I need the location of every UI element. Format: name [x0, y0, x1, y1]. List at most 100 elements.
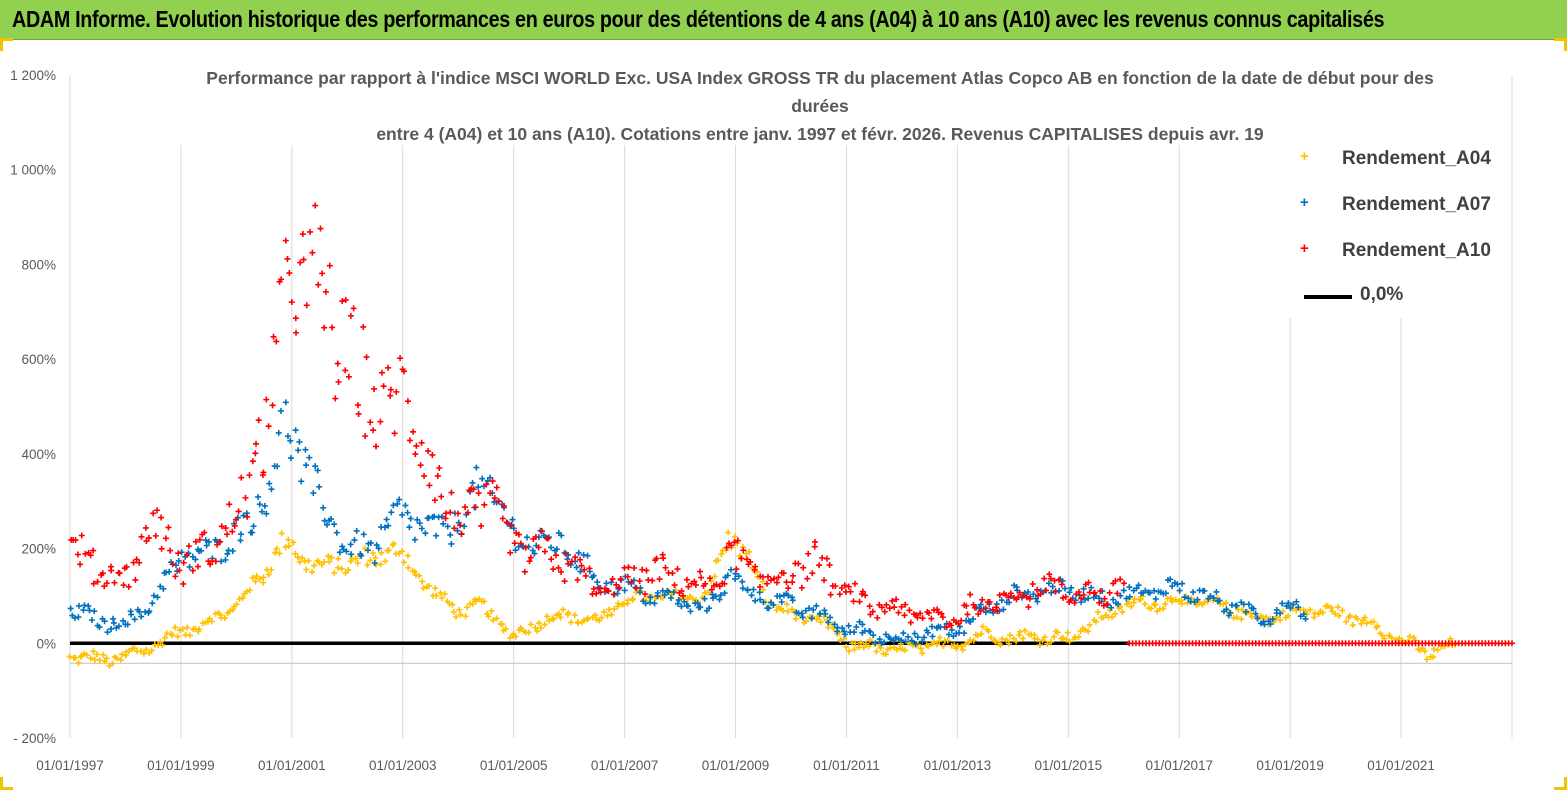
data-point-rendement-a04 — [1328, 604, 1335, 611]
data-point-rendement-a04 — [962, 641, 969, 648]
data-point-rendement-a04 — [867, 636, 874, 643]
data-point-rendement-a10 — [783, 579, 790, 586]
data-point-rendement-a04 — [109, 660, 116, 667]
data-point-rendement-a04 — [174, 633, 181, 640]
data-point-rendement-a07 — [255, 493, 262, 500]
data-point-rendement-a07 — [789, 597, 796, 604]
data-point-rendement-a10 — [702, 580, 709, 587]
data-point-rendement-a10 — [708, 586, 715, 593]
data-point-rendement-a07 — [512, 547, 519, 554]
data-point-rendement-a04 — [249, 574, 256, 581]
data-point-rendement-a04 — [746, 548, 753, 555]
data-point-rendement-a10 — [841, 582, 848, 589]
data-point-rendement-a10 — [413, 442, 420, 449]
data-point-rendement-a10 — [565, 560, 572, 567]
data-point-rendement-a10 — [367, 419, 374, 426]
data-point-rendement-a07 — [339, 543, 346, 550]
data-point-rendement-a04 — [715, 557, 722, 564]
data-point-rendement-a10 — [252, 450, 259, 457]
data-point-rendement-a04 — [83, 652, 90, 659]
data-point-rendement-a07 — [287, 455, 294, 462]
data-point-rendement-a04 — [978, 630, 985, 637]
data-point-rendement-a10 — [224, 531, 231, 538]
page-title: ADAM Informe. Evolution historique des p… — [12, 6, 1385, 32]
data-point-rendement-a04 — [157, 638, 164, 645]
data-point-rendement-a04 — [305, 557, 312, 564]
legend-label-a04: Rendement_A04 — [1342, 148, 1491, 169]
data-point-rendement-a10 — [242, 494, 249, 501]
data-point-rendement-a10 — [532, 534, 539, 541]
data-point-rendement-a10 — [491, 495, 498, 502]
data-point-rendement-a10 — [94, 578, 101, 585]
data-point-rendement-a04 — [278, 530, 285, 537]
data-point-rendement-a07 — [956, 623, 963, 630]
data-point-rendement-a10 — [87, 552, 94, 559]
data-point-rendement-a04 — [260, 579, 267, 586]
data-point-rendement-a07 — [1210, 595, 1217, 602]
data-point-rendement-a07 — [160, 585, 167, 592]
data-point-rendement-a07 — [1179, 580, 1186, 587]
data-point-rendement-a04 — [1128, 603, 1135, 610]
data-point-rendement-a07 — [402, 502, 409, 509]
data-point-rendement-a07 — [440, 520, 447, 527]
data-point-rendement-a07 — [603, 580, 610, 587]
data-point-rendement-a04 — [433, 592, 440, 599]
data-point-rendement-a10 — [1117, 576, 1124, 583]
data-point-rendement-a04 — [94, 651, 101, 658]
data-point-rendement-a10 — [1026, 595, 1033, 602]
data-point-rendement-a04 — [689, 595, 696, 602]
data-point-rendement-a07 — [553, 546, 560, 553]
data-point-rendement-a07 — [229, 547, 236, 554]
data-point-rendement-a07 — [821, 607, 828, 614]
data-point-rendement-a07 — [735, 573, 742, 580]
data-point-rendement-a10 — [300, 256, 307, 263]
data-point-rendement-a04 — [113, 655, 120, 662]
data-point-rendement-a07 — [1295, 604, 1302, 611]
data-point-rendement-a07 — [752, 597, 759, 604]
data-point-rendement-a10 — [175, 550, 182, 557]
data-point-rendement-a07 — [1146, 589, 1153, 596]
data-point-rendement-a07 — [303, 462, 310, 469]
data-point-rendement-a04 — [437, 589, 444, 596]
data-point-rendement-a07 — [687, 608, 694, 615]
data-point-rendement-a10 — [527, 554, 534, 561]
chart-title: Performance par rapport à l'indice MSCI … — [140, 64, 1500, 148]
data-point-rendement-a04 — [1178, 600, 1185, 607]
data-point-rendement-a10 — [610, 591, 617, 598]
data-point-rendement-a10 — [377, 418, 384, 425]
data-point-rendement-a07 — [1279, 600, 1286, 607]
data-point-rendement-a04 — [611, 606, 618, 613]
data-point-rendement-a07 — [88, 617, 95, 624]
data-point-rendement-a07 — [284, 433, 291, 440]
data-point-rendement-a10 — [522, 544, 529, 551]
data-point-rendement-a10 — [464, 509, 471, 516]
data-point-rendement-a10 — [226, 501, 233, 508]
data-point-rendement-a04 — [299, 555, 306, 562]
data-point-rendement-a04 — [243, 588, 250, 595]
data-point-rendement-a07 — [274, 463, 281, 470]
data-point-rendement-a04 — [286, 543, 293, 550]
data-point-rendement-a07 — [1061, 585, 1068, 592]
data-point-rendement-a07 — [810, 606, 817, 613]
data-point-rendement-a10 — [697, 568, 704, 575]
data-point-rendement-a07 — [461, 523, 468, 530]
data-point-rendement-a10 — [371, 385, 378, 392]
data-point-rendement-a04 — [817, 619, 824, 626]
data-point-rendement-a07 — [1032, 595, 1039, 602]
data-point-rendement-a10 — [1046, 571, 1053, 578]
data-point-rendement-a10 — [263, 396, 270, 403]
data-point-rendement-a10 — [1091, 589, 1098, 596]
data-point-rendement-a04 — [208, 618, 215, 625]
data-point-rendement-a07 — [360, 531, 367, 538]
data-point-rendement-a10 — [195, 563, 202, 570]
data-point-rendement-a07 — [750, 586, 757, 593]
data-point-rendement-a10 — [436, 465, 443, 472]
data-point-rendement-a10 — [1071, 599, 1078, 606]
data-point-rendement-a10 — [816, 562, 823, 569]
data-point-rendement-a07 — [760, 599, 767, 606]
data-point-rendement-a07 — [331, 521, 338, 528]
data-point-rendement-a10 — [339, 298, 346, 305]
data-point-rendement-a07 — [1085, 595, 1092, 602]
data-point-rendement-a10 — [455, 510, 462, 517]
data-point-rendement-a10 — [238, 474, 245, 481]
